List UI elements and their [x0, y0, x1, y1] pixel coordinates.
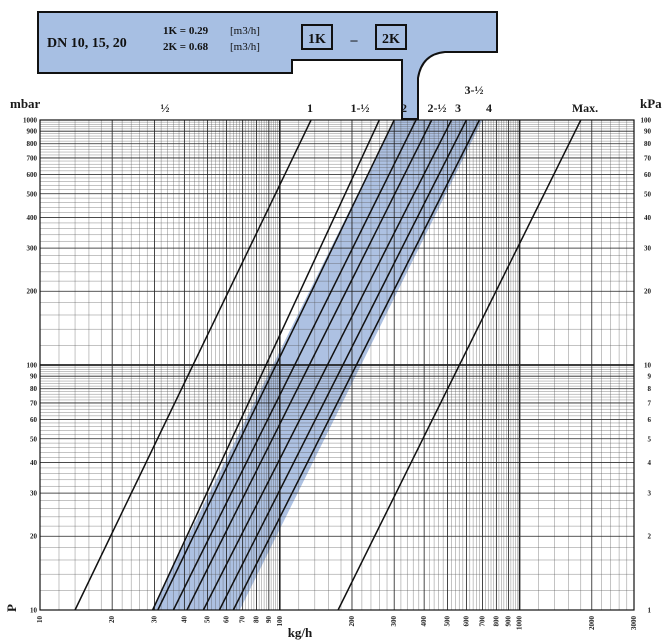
- x-tick-label: 300: [390, 616, 398, 627]
- header-k2-unit: [m3/h]: [230, 41, 260, 53]
- y-tick-label-left: 60: [30, 416, 38, 424]
- header-dash: –: [350, 33, 359, 48]
- y-axis-left-label: mbar: [10, 96, 41, 111]
- series-label: 4: [486, 101, 492, 115]
- x-axis-label: kg/h: [288, 625, 313, 640]
- x-tick-label: 60: [223, 616, 231, 624]
- y-tick-label-right: 80: [644, 140, 652, 148]
- y-tick-label-right: 3: [648, 490, 652, 498]
- y-tick-label-right: 7: [648, 399, 652, 407]
- x-tick-label: 3000: [630, 616, 638, 631]
- y-tick-label-right: 1: [648, 607, 652, 615]
- y-tick-label-right: 30: [644, 245, 652, 253]
- axis-letter-p: P: [4, 604, 19, 612]
- box-2k-frame: [375, 24, 407, 50]
- series-label: 3-½: [465, 83, 484, 97]
- x-tick-label: 600: [462, 616, 470, 627]
- y-tick-label-right: 10: [644, 362, 652, 370]
- y-tick-label-right: 9: [648, 373, 652, 381]
- x-tick-label: 400: [420, 616, 428, 627]
- y-tick-label-left: 500: [27, 190, 38, 198]
- x-tick-label: 70: [239, 616, 247, 624]
- series-label: ½: [161, 101, 170, 115]
- box-1k-frame: [301, 24, 333, 50]
- series-line: [172, 119, 417, 611]
- series-line: [151, 119, 380, 611]
- x-tick-label: 20: [108, 616, 116, 624]
- x-tick-label: 500: [443, 616, 451, 627]
- x-tick-label: 100: [276, 616, 284, 627]
- series-label: 3: [455, 101, 461, 115]
- y-tick-label-left: 50: [30, 435, 38, 443]
- header-dn: DN 10, 15, 20: [47, 36, 127, 51]
- y-tick-label-right: 4: [648, 459, 652, 467]
- x-tick-label: 1000: [516, 616, 524, 631]
- y-tick-label-left: 900: [27, 128, 38, 136]
- header-k1-unit: [m3/h]: [230, 25, 260, 37]
- y-tick-label-left: 1000: [23, 117, 38, 125]
- x-tick-label: 80: [253, 616, 261, 624]
- box-2k-label: 2K: [382, 32, 400, 47]
- y-tick-label-right: 20: [644, 288, 652, 296]
- y-tick-label-left: 90: [30, 373, 38, 381]
- series-line: [218, 119, 468, 611]
- y-tick-label-right: 6: [648, 416, 652, 424]
- plot-frame: [39, 119, 635, 611]
- x-tick-label: 200: [348, 616, 356, 627]
- series-line: [186, 119, 433, 611]
- series-label: 1: [307, 101, 313, 115]
- series-label: 2: [401, 101, 407, 115]
- x-tick-label: 90: [265, 616, 273, 624]
- y-tick-label-left: 40: [30, 459, 38, 467]
- series-line: [74, 119, 312, 611]
- header-k1: 1K = 0.29: [163, 25, 209, 37]
- y-tick-label-right: 40: [644, 214, 652, 222]
- y-tick-label-left: 600: [27, 171, 38, 179]
- series-line: [232, 119, 481, 611]
- y-tick-label-left: 20: [30, 533, 38, 541]
- series-label: Max.: [572, 101, 598, 115]
- x-tick-label: 2000: [588, 616, 596, 631]
- y-tick-label-right: 5: [648, 435, 652, 443]
- y-tick-label-left: 400: [27, 214, 38, 222]
- y-tick-label-left: 200: [27, 288, 38, 296]
- y-tick-label-left: 30: [30, 490, 38, 498]
- x-tick-label: 30: [150, 616, 158, 624]
- y-tick-label-left: 70: [30, 399, 38, 407]
- y-tick-label-left: 800: [27, 140, 38, 148]
- y-tick-label-right: 8: [648, 385, 652, 393]
- series-line: [337, 119, 582, 611]
- y-tick-label-left: 80: [30, 385, 38, 393]
- y-tick-label-right: 90: [644, 128, 652, 136]
- series-label: 1-½: [351, 101, 370, 115]
- x-tick-label: 800: [492, 616, 500, 627]
- x-tick-label: 900: [505, 616, 513, 627]
- y-tick-label-right: 70: [644, 154, 652, 162]
- y-tick-label-right: 100: [641, 117, 652, 125]
- x-tick-label: 50: [204, 616, 212, 624]
- y-tick-label-right: 60: [644, 171, 652, 179]
- box-1k-label: 1K: [308, 32, 326, 47]
- x-tick-label: 10: [36, 616, 44, 624]
- series-label: 2-½: [428, 101, 447, 115]
- y-tick-label-left: 300: [27, 245, 38, 253]
- x-tick-label: 700: [478, 616, 486, 627]
- header-banner: [37, 11, 498, 120]
- series-line: [157, 119, 395, 611]
- header-k2: 2K = 0.68: [163, 41, 209, 53]
- x-tick-label: 40: [180, 616, 188, 624]
- series-line: [202, 119, 453, 611]
- y-tick-label-left: 10: [30, 607, 38, 615]
- y-tick-label-left: 100: [27, 362, 38, 370]
- y-tick-label-right: 50: [644, 190, 652, 198]
- y-tick-label-left: 700: [27, 154, 38, 162]
- y-tick-label-right: 2: [648, 533, 652, 541]
- y-axis-right-label: kPa: [640, 96, 662, 111]
